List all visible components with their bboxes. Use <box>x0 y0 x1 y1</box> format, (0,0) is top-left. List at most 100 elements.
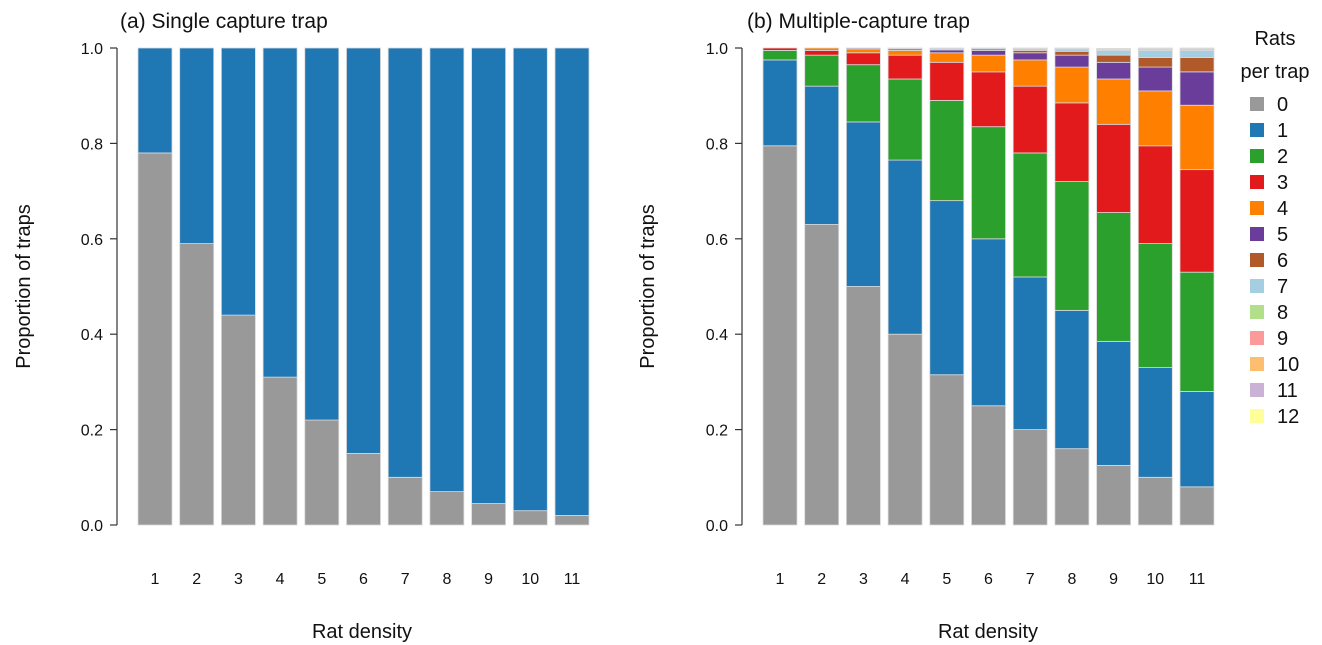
bar-segment-density-7-rats-2 <box>1012 152 1048 278</box>
bar-segment-density-9-rats-2 <box>1096 212 1131 342</box>
legend-swatch-5 <box>1250 227 1264 241</box>
bar-segment-density-6-rats-7 <box>971 47 1006 50</box>
bar-segment-density-3-rats-0 <box>846 286 881 526</box>
x-tick-label: 11 <box>1189 571 1206 588</box>
bar-segment-density-6-rats-0 <box>971 405 1006 526</box>
y-tick-label: 1.0 <box>81 41 103 58</box>
legend-label-1: 1 <box>1277 120 1288 142</box>
bar-segment-density-11-rats-1 <box>554 47 590 516</box>
x-tick-label: 11 <box>564 571 581 588</box>
legend-swatch-3 <box>1250 175 1264 189</box>
bar-segment-density-8-rats-0 <box>429 491 465 526</box>
bar-segment-density-5-rats-0 <box>304 419 340 526</box>
bar-segment-density-1-rats-1 <box>137 47 173 154</box>
bar-segment-density-11-rats-5 <box>1179 71 1215 106</box>
legend-label-3: 3 <box>1277 172 1288 194</box>
y-tick-label: 0.4 <box>81 327 103 344</box>
bar-segment-density-7-rats-1 <box>387 47 423 478</box>
bar-segment-density-1-rats-2 <box>762 49 798 61</box>
bar-segment-density-3-rats-3 <box>846 52 881 66</box>
bar-segment-density-8-rats-2 <box>1054 181 1090 311</box>
bar-segment-density-9-rats-6 <box>1096 54 1131 63</box>
x-tick-label: 1 <box>151 571 160 588</box>
legend-swatch-4 <box>1250 201 1264 215</box>
x-tick-label: 2 <box>192 571 201 588</box>
legend-label-7: 7 <box>1277 276 1288 298</box>
legend-label-5: 5 <box>1277 224 1288 246</box>
bar-segment-density-8-rats-1 <box>1054 309 1090 450</box>
x-tick-label: 5 <box>942 571 951 588</box>
bar-segment-density-11-rats-7 <box>1179 49 1215 58</box>
panel-a-single-capture: (a) Single capture trap Proportion of tra… <box>13 10 590 643</box>
x-axis-label: Rat density <box>938 621 1038 643</box>
bar-segment-density-7-rats-4 <box>1012 59 1048 87</box>
x-tick-label: 4 <box>901 571 910 588</box>
bar-segment-density-11-rats-0 <box>1179 486 1215 526</box>
bar-segment-density-9-rats-7 <box>1096 49 1131 56</box>
x-tick-label: 8 <box>1067 571 1076 588</box>
bar-segment-density-3-rats-0 <box>220 314 256 526</box>
bar-segment-density-6-rats-2 <box>971 126 1006 240</box>
bar-segment-density-10-rats-7 <box>1137 49 1173 58</box>
bar-segment-density-6-rats-1 <box>346 47 381 454</box>
bar-segment-density-9-rats-0 <box>1096 464 1131 526</box>
legend-label-8: 8 <box>1277 302 1288 324</box>
legend-label-0: 0 <box>1277 94 1288 116</box>
legend-swatch-7 <box>1250 279 1264 293</box>
legend-label-11: 11 <box>1277 380 1298 402</box>
legend-swatch-10 <box>1250 357 1264 371</box>
legend-swatch-2 <box>1250 149 1264 163</box>
bar-segment-density-4-rats-3 <box>887 54 923 80</box>
bar-segment-density-1-rats-1 <box>762 59 798 147</box>
bar-segment-density-3-rats-5 <box>846 47 881 50</box>
bar-segment-density-6-rats-5 <box>971 49 1006 56</box>
x-tick-label: 8 <box>442 571 451 588</box>
x-tick-label: 3 <box>234 571 243 588</box>
y-tick-label: 1.0 <box>706 41 728 58</box>
x-tick-label: 5 <box>317 571 326 588</box>
bar-segment-density-11-rats-0 <box>554 515 590 526</box>
bar-segment-density-2-rats-3 <box>804 49 840 56</box>
bar-segment-density-5-rats-2 <box>929 100 965 202</box>
bar-segment-density-10-rats-5 <box>1137 66 1173 92</box>
y-axis-label: Proportion of traps <box>13 204 35 369</box>
bar-segment-density-7-rats-5 <box>1012 52 1048 61</box>
bar-segment-density-5-rats-1 <box>304 47 340 421</box>
bar-segment-density-5-rats-3 <box>929 61 965 101</box>
bar-segment-density-3-rats-4 <box>846 48 881 54</box>
bar-segment-density-2-rats-4 <box>804 47 840 51</box>
bar-segment-density-4-rats-1 <box>262 47 298 378</box>
x-tick-label: 2 <box>817 571 826 588</box>
x-tick-label: 4 <box>276 571 285 588</box>
legend-swatch-8 <box>1250 305 1264 319</box>
bar-segment-density-9-rats-4 <box>1096 78 1131 125</box>
bar-segment-density-8-rats-5 <box>1054 54 1090 68</box>
bar-segment-density-5-rats-5 <box>929 49 965 54</box>
bar-segment-density-9-rats-3 <box>1096 123 1131 213</box>
x-tick-label: 6 <box>359 571 368 588</box>
x-tick-label: 9 <box>1109 571 1118 588</box>
bar-segment-density-7-rats-1 <box>1012 276 1048 430</box>
bar-segment-density-5-rats-4 <box>929 52 965 63</box>
legend-title-line2: per trap <box>1241 61 1310 83</box>
x-tick-label: 6 <box>984 571 993 588</box>
bar-segment-density-4-rats-1 <box>887 159 923 335</box>
legend-label-6: 6 <box>1277 250 1288 272</box>
legend-swatch-6 <box>1250 253 1264 267</box>
bar-segment-density-10-rats-1 <box>1137 367 1173 478</box>
legend-label-10: 10 <box>1277 354 1299 376</box>
bar-segment-density-2-rats-1 <box>179 47 215 244</box>
legend-swatch-11 <box>1250 383 1264 397</box>
bar-segment-density-2-rats-1 <box>804 85 840 225</box>
bar-segment-density-1-rats-0 <box>137 152 173 526</box>
bar-segment-density-4-rats-4 <box>887 49 923 56</box>
bar-segment-density-7-rats-0 <box>1012 429 1048 526</box>
bar-segment-density-10-rats-6 <box>1137 57 1173 68</box>
chart-title: (a) Single capture trap <box>120 10 328 33</box>
bar-segment-density-9-rats-0 <box>471 503 507 526</box>
legend-title: Rats <box>1254 28 1295 50</box>
legend-label-2: 2 <box>1277 146 1288 168</box>
bar-segment-density-8-rats-0 <box>1054 448 1090 526</box>
